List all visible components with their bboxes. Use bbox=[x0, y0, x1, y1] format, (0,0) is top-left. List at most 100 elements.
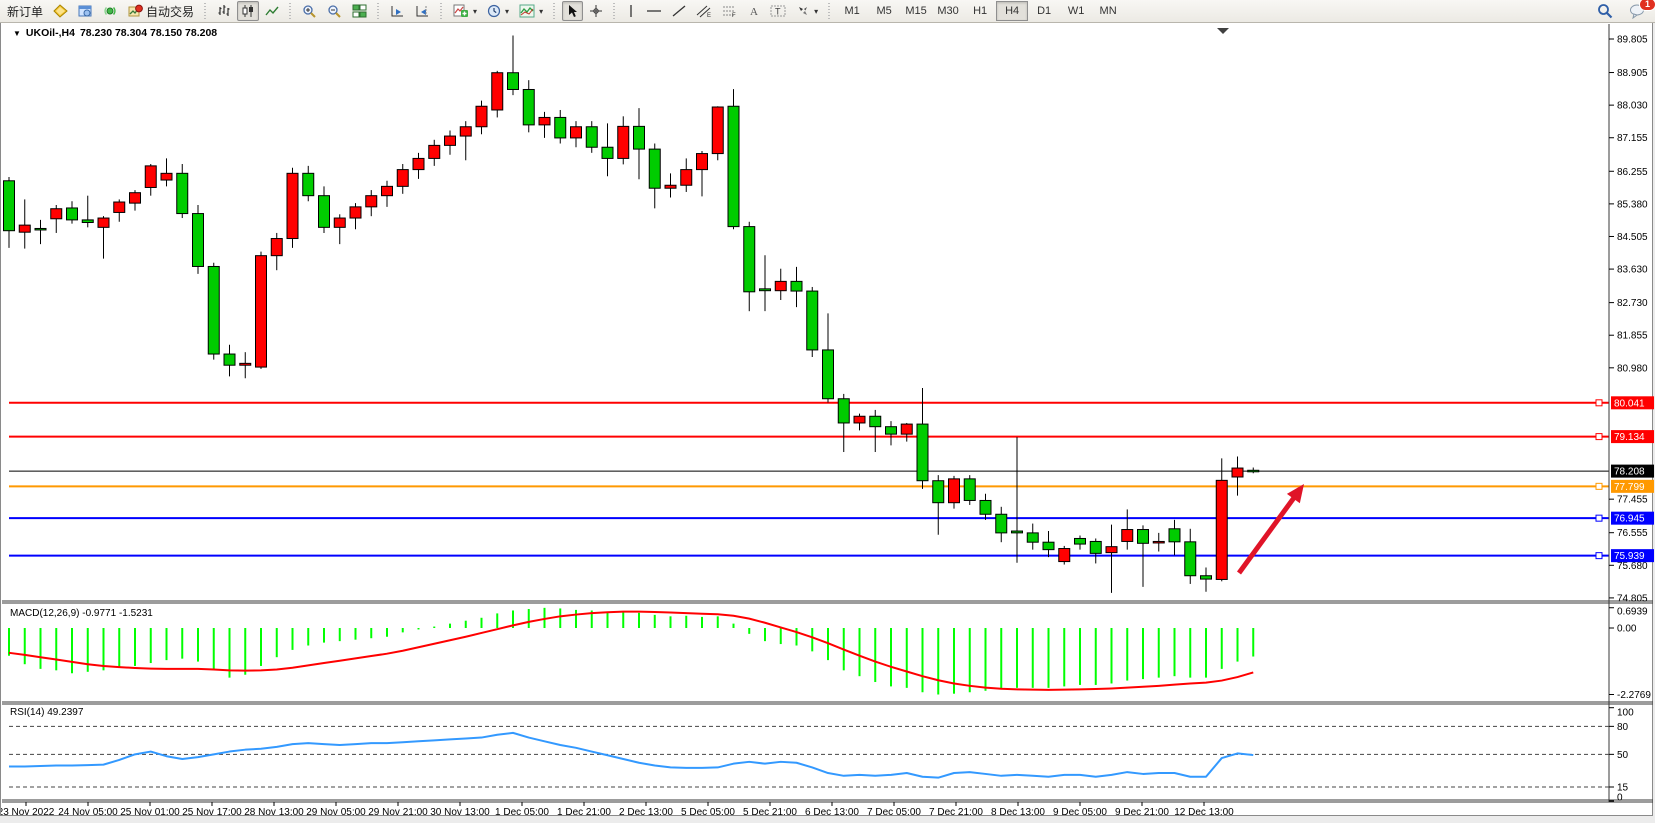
toolbar-grip bbox=[827, 3, 833, 19]
chart-shift-marker-icon[interactable] bbox=[1217, 28, 1229, 34]
search-icon bbox=[1597, 3, 1613, 19]
toolbar-right: 1 bbox=[1592, 0, 1655, 22]
vertical-line-button[interactable] bbox=[622, 1, 640, 21]
equidistant-channel-button[interactable]: E bbox=[692, 1, 716, 21]
candle-down bbox=[81, 219, 94, 224]
level-handle[interactable] bbox=[1595, 399, 1603, 407]
chevron-down-icon: ▾ bbox=[473, 6, 478, 16]
price-tick-label: 81.855 bbox=[1617, 331, 1648, 342]
candle-down bbox=[507, 72, 519, 90]
level-price-label: 80.041 bbox=[1614, 398, 1645, 409]
price-tick-label: 85.380 bbox=[1617, 199, 1648, 210]
timeframe-button-m5[interactable]: M5 bbox=[876, 5, 892, 17]
timeframe-button-mn[interactable]: MN bbox=[1099, 5, 1117, 17]
arrow-annotation[interactable] bbox=[1236, 493, 1298, 575]
chart-shift-icon bbox=[415, 4, 430, 18]
price-chart-canvas[interactable]: 89.805 88.905 88.030 87.155 86.255 85.380 84.5… bbox=[1, 23, 1654, 815]
crosshair-button[interactable] bbox=[585, 1, 607, 21]
search-button[interactable] bbox=[1593, 1, 1617, 21]
new-order-ticket-button[interactable] bbox=[49, 1, 72, 21]
svg-text:F: F bbox=[732, 13, 736, 18]
candle-up bbox=[333, 217, 346, 228]
new-chart-icon bbox=[453, 4, 469, 18]
arrow-annotation-head[interactable] bbox=[1286, 484, 1304, 504]
level-price-label: 79.134 bbox=[1614, 432, 1645, 443]
candle-up bbox=[160, 172, 173, 181]
bar-chart-button[interactable] bbox=[213, 1, 235, 21]
level-handle[interactable] bbox=[1595, 514, 1603, 522]
arrows-shapes-icon bbox=[796, 4, 810, 18]
timeframe-button-m30[interactable]: M30 bbox=[937, 5, 959, 17]
fibonacci-button[interactable]: F bbox=[718, 1, 742, 21]
chat-badge: 1 bbox=[1639, 0, 1655, 11]
chart-dropdown-icon[interactable]: ▼ bbox=[13, 28, 21, 38]
signals-icon bbox=[103, 4, 118, 18]
bar-chart-icon bbox=[217, 4, 231, 18]
toolbar-grip bbox=[376, 3, 382, 19]
timeframe-button-h4[interactable]: H4 bbox=[996, 1, 1029, 21]
cursor-button[interactable] bbox=[562, 1, 584, 21]
new-order-button[interactable]: 新订单 bbox=[3, 1, 47, 21]
arrows-shapes-button[interactable]: ▾ bbox=[792, 1, 822, 21]
text-label-button[interactable]: T bbox=[766, 1, 790, 21]
candle-up bbox=[428, 144, 441, 159]
candle-up bbox=[412, 157, 425, 171]
toolbar-grip bbox=[439, 3, 445, 19]
timeframe-button-m1[interactable]: M1 bbox=[844, 5, 860, 17]
level-price-box bbox=[1611, 430, 1654, 444]
period-clock-button[interactable]: ▾ bbox=[483, 1, 513, 21]
candle-down bbox=[1137, 529, 1149, 544]
zoom-in-icon bbox=[302, 4, 317, 18]
price-tick-label: 89.805 bbox=[1617, 35, 1648, 46]
svg-text:A: A bbox=[750, 6, 758, 18]
price-tick-label: 82.730 bbox=[1617, 298, 1648, 309]
time-tick-label: 9 Dec 21:00 bbox=[1115, 807, 1169, 815]
tile-windows-icon bbox=[352, 4, 367, 18]
text-button[interactable]: A bbox=[744, 1, 764, 21]
autotrading-icon bbox=[128, 4, 143, 18]
fibonacci-icon: F bbox=[722, 4, 738, 18]
candle-up bbox=[270, 238, 283, 257]
chevron-down-icon: ▾ bbox=[814, 6, 819, 16]
indicators-button[interactable]: ▾ bbox=[515, 1, 547, 21]
line-chart-button[interactable] bbox=[261, 1, 283, 21]
timeframe-button-d1[interactable]: D1 bbox=[1037, 5, 1052, 17]
timeframe-button-h1[interactable]: H1 bbox=[973, 5, 988, 17]
chart-window[interactable]: ▼ UKOil-,H4 78.230 78.304 78.150 78.208 … bbox=[0, 22, 1654, 816]
auto-scroll-button[interactable] bbox=[386, 1, 409, 21]
candle-up bbox=[18, 224, 31, 233]
market-watch-button[interactable] bbox=[74, 1, 97, 21]
chat-button[interactable]: 1 bbox=[1625, 0, 1655, 21]
price-tick-label: 74.805 bbox=[1617, 593, 1648, 604]
top-toolbar: 新订单 自动交易 bbox=[0, 0, 1655, 23]
candle-down bbox=[869, 415, 882, 428]
tile-windows-button[interactable] bbox=[348, 1, 371, 21]
candle-down bbox=[1247, 469, 1260, 473]
level-handle[interactable] bbox=[1595, 482, 1603, 490]
zoom-out-button[interactable] bbox=[323, 1, 346, 21]
macd-signal-line bbox=[8, 610, 1254, 691]
candle-up bbox=[774, 280, 787, 292]
level-handle[interactable] bbox=[1595, 433, 1603, 441]
horizontal-line-button[interactable] bbox=[642, 1, 666, 21]
vertical-line-icon bbox=[626, 4, 636, 18]
trendline-button[interactable] bbox=[668, 1, 690, 21]
macd-indicator-label: MACD(12,26,9) -0.9771 -1.5231 bbox=[10, 608, 153, 619]
autotrading-button[interactable]: 自动交易 bbox=[124, 1, 198, 21]
timeframe-button-w1[interactable]: W1 bbox=[1067, 5, 1085, 17]
candlestick-chart-button[interactable] bbox=[237, 1, 260, 21]
candle-up bbox=[129, 192, 141, 204]
candle-down bbox=[176, 172, 189, 215]
timeframe-button-m15[interactable]: M15 bbox=[905, 5, 927, 17]
time-tick-label: 8 Dec 13:00 bbox=[991, 807, 1045, 815]
chart-shift-button[interactable] bbox=[411, 1, 434, 21]
signals-button[interactable] bbox=[99, 1, 122, 21]
price-tick-label: 88.030 bbox=[1617, 101, 1648, 112]
time-tick-label: 7 Dec 05:00 bbox=[867, 807, 921, 815]
new-chart-button[interactable]: ▾ bbox=[449, 1, 481, 21]
level-handle[interactable] bbox=[1595, 552, 1603, 560]
macd-tick-label: 0.6939 bbox=[1617, 607, 1648, 618]
candle-down bbox=[885, 426, 897, 435]
time-tick-label: 9 Dec 05:00 bbox=[1053, 807, 1107, 815]
zoom-in-button[interactable] bbox=[298, 1, 321, 21]
